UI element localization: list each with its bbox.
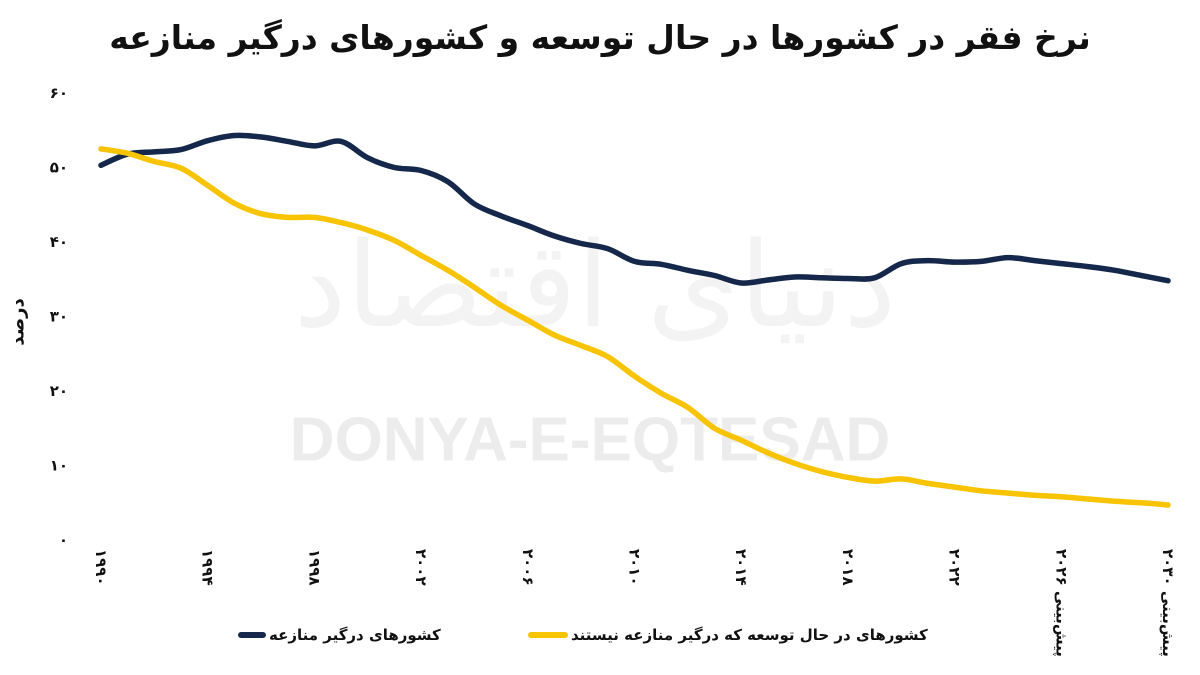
watermark: دنیای اقتصاد DONYA-E-EQTESAD	[290, 216, 897, 475]
x-tick-label: ۲۰۳۰ پیش‌بینی	[1158, 549, 1177, 657]
y-tick-label: ۱۰	[50, 457, 68, 475]
chart-title: نرخ فقر در کشورها در حال توسعه و کشورهای…	[109, 18, 1091, 57]
y-tick-label: ۳۰	[50, 308, 68, 326]
x-tick-label: ۲۰۰۶	[519, 549, 537, 586]
x-tick-label: ۱۹۹۴	[199, 549, 217, 586]
legend-swatch-conflict	[238, 632, 266, 638]
series-layer	[98, 132, 1171, 508]
y-tick-label: ۰	[59, 531, 68, 549]
y-axis-title: درصد	[8, 298, 29, 345]
series-line-non-conflict	[98, 146, 1171, 508]
legend-label-non-conflict: کشورهای در حال توسعه که درگیر منازعه نیس…	[571, 626, 928, 644]
y-tick-label: ۵۰	[50, 159, 68, 177]
x-tick-label: ۲۰۱۰	[626, 549, 644, 586]
y-tick-label: ۶۰	[50, 84, 68, 102]
x-tick-label: ۲۰۱۴	[732, 549, 750, 586]
legend-label-conflict: کشورهای درگیر منازعه	[269, 626, 441, 644]
x-axis-ticks: ۱۹۹۰ ۱۹۹۴ ۱۹۹۸ ۲۰۰۲ ۲۰۰۶ ۲۰۱۰ ۲۰۱۴ ۲۰۱۸ ۲۰۲۲ ۲۰۲۶…	[92, 549, 1177, 657]
legend-swatch-non-conflict	[528, 632, 568, 638]
x-tick-label: ۲۰۱۸	[839, 549, 857, 586]
series-line-conflict	[98, 132, 1171, 286]
x-tick-label: ۱۹۹۸	[305, 549, 323, 586]
legend-item-conflict: کشورهای درگیر منازعه	[238, 622, 441, 648]
x-tick-label: ۲۰۲۶ پیش‌بینی	[1051, 549, 1070, 657]
y-tick-label: ۴۰	[50, 233, 68, 251]
x-tick-label: ۲۰۲۲	[946, 549, 964, 586]
y-axis-ticks: ۰ ۱۰ ۲۰ ۳۰ ۴۰ ۵۰ ۶۰	[50, 84, 68, 549]
x-tick-label: ۱۹۹۰	[92, 549, 110, 586]
y-tick-label: ۲۰	[50, 382, 68, 400]
x-tick-label: ۲۰۰۲	[412, 549, 430, 586]
legend-item-non-conflict: کشورهای در حال توسعه که درگیر منازعه نیس…	[528, 622, 928, 648]
